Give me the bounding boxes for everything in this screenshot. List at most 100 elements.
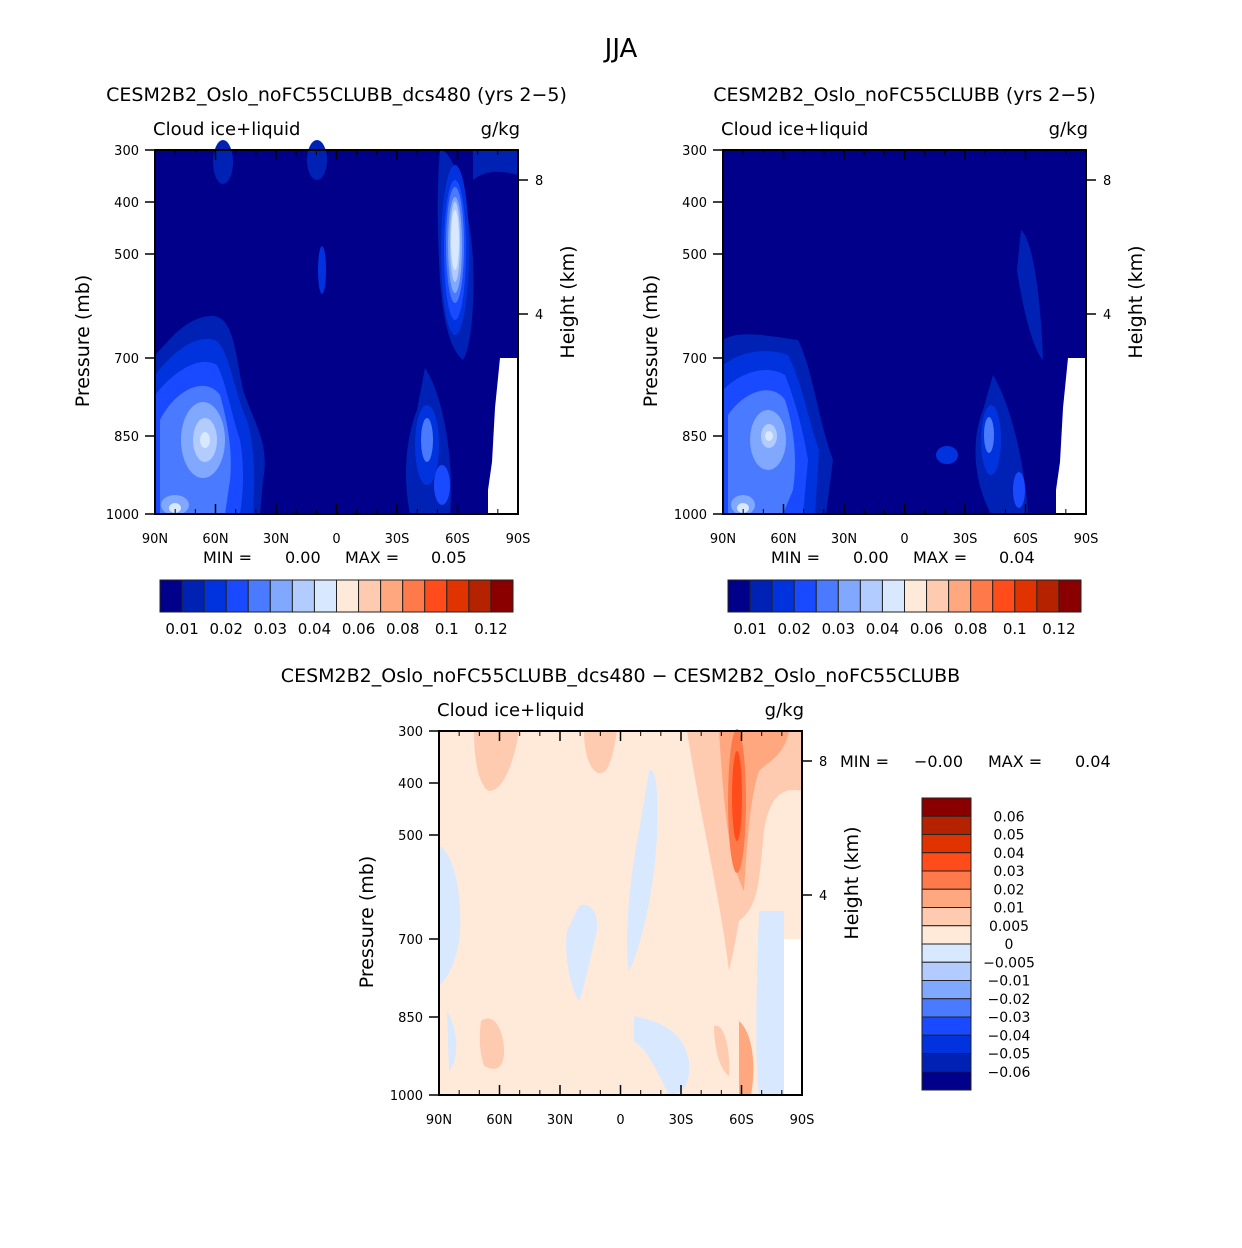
x-tick-label: 60N: [770, 532, 796, 547]
y-axis-label: Pressure (mb): [72, 275, 94, 408]
y-tick-label: 400: [682, 196, 707, 211]
colorbar-box: [992, 579, 1016, 613]
colorbar-label: 0.04: [866, 620, 899, 638]
colorbar-label: 0: [1005, 937, 1014, 953]
panel-control: CESM2B2_Oslo_noFC55CLUBB (yrs 2−5) Cloud …: [640, 84, 1147, 638]
colorbar-box: [970, 579, 994, 613]
colorbar-label: −0.06: [988, 1065, 1031, 1081]
colorbar-label: 0.01: [733, 620, 766, 638]
contour-fill: [155, 140, 518, 515]
colorbar-box: [313, 579, 337, 613]
colorbar-label: 0.03: [822, 620, 855, 638]
y-tick-label: 300: [398, 725, 423, 740]
colorbar-box: [247, 579, 271, 613]
x-tick-label: 60N: [486, 1113, 512, 1128]
panel-title: CESM2B2_Oslo_noFC55CLUBB_dcs480 − CESM2B…: [281, 665, 960, 687]
colorbar-label: 0.005: [989, 919, 1029, 935]
x-tick-label: 30N: [831, 532, 857, 547]
colorbar-label: 0.01: [165, 620, 198, 638]
colorbar-box: [921, 1071, 972, 1091]
colorbar-label: 0.06: [910, 620, 943, 638]
colorbar-label: 0.04: [298, 620, 331, 638]
y-axis-label: Pressure (mb): [356, 856, 378, 989]
colorbar-box: [921, 1016, 972, 1036]
y-tick-label: 300: [682, 144, 707, 159]
x-tick-label: 30S: [385, 532, 410, 547]
colorbar-label: 0.04: [993, 846, 1024, 862]
colorbar-label: 0.12: [1042, 620, 1075, 638]
y-tick-label: 1000: [674, 508, 707, 523]
colorbar-label: 0.1: [435, 620, 459, 638]
x-tick-label: 60S: [1013, 532, 1038, 547]
units-label: g/kg: [481, 119, 520, 140]
max-label: MAX =: [988, 752, 1042, 771]
colorbar-label: −0.04: [988, 1028, 1031, 1044]
colorbar-box: [881, 579, 905, 613]
y-tick-label: 1000: [390, 1089, 423, 1104]
y-axis-right-label: Height (km): [557, 245, 579, 358]
colorbar-label: 0.05: [993, 828, 1024, 844]
x-tick-label: 90N: [710, 532, 736, 547]
colorbar-label: −0.02: [988, 992, 1031, 1008]
x-tick-label: 0: [332, 532, 340, 547]
x-tick-label: 90N: [426, 1113, 452, 1128]
x-tick-label: 60N: [202, 532, 228, 547]
colorbar-box: [921, 870, 972, 890]
colorbar-box: [921, 815, 972, 835]
colorbar-box: [181, 579, 205, 613]
min-value: −0.00: [914, 752, 963, 771]
min-label: MIN =: [771, 548, 820, 567]
colorbar-box: [727, 579, 751, 613]
colorbar-box: [336, 579, 360, 613]
colorbar-box: [269, 579, 293, 613]
colorbar-label: −0.005: [983, 955, 1035, 971]
colorbar-box: [793, 579, 817, 613]
colorbar-label: 0.03: [993, 864, 1024, 880]
y-tick-label: 700: [682, 352, 707, 367]
min-value: 0.00: [285, 548, 321, 567]
x-tick-label: 0: [616, 1113, 624, 1128]
colorbar-label: 0.06: [342, 620, 375, 638]
x-tick-label: 0: [900, 532, 908, 547]
colorbar-box: [446, 579, 470, 613]
colorbar-box: [1058, 579, 1082, 613]
panel-title: CESM2B2_Oslo_noFC55CLUBB (yrs 2−5): [713, 84, 1096, 106]
x-tick-label: 30N: [263, 532, 289, 547]
x-tick-label: 90N: [142, 532, 168, 547]
colorbar-box: [490, 579, 514, 613]
colorbar-box: [921, 852, 972, 872]
y-tick-label: 700: [114, 352, 139, 367]
colorbar-box: [424, 579, 448, 613]
y-axis-label: Pressure (mb): [640, 275, 662, 408]
colorbar-box: [1036, 579, 1060, 613]
max-value: 0.04: [1075, 752, 1111, 771]
colorbar-box: [921, 961, 972, 981]
colorbar-label: 0.1: [1003, 620, 1027, 638]
panel-title: CESM2B2_Oslo_noFC55CLUBB_dcs480 (yrs 2−5…: [106, 84, 567, 106]
min-label: MIN =: [840, 752, 889, 771]
main-title: JJA: [603, 34, 638, 64]
variable-label: Cloud ice+liquid: [153, 119, 300, 140]
colorbar-box: [926, 579, 950, 613]
contour-fill: [723, 150, 1086, 515]
max-value: 0.04: [999, 548, 1035, 567]
colorbar-box: [380, 579, 404, 613]
colorbar-box: [921, 888, 972, 908]
colorbar-box: [203, 579, 227, 613]
max-value: 0.05: [431, 548, 467, 567]
x-tick-label: 30N: [547, 1113, 573, 1128]
colorbar-box: [837, 579, 861, 613]
colorbar-label: −0.01: [988, 974, 1031, 990]
colorbar-box: [921, 980, 972, 1000]
y-tick-label: 300: [114, 144, 139, 159]
colorbar-box: [921, 1053, 972, 1073]
variable-label: Cloud ice+liquid: [721, 119, 868, 140]
y-tick-label: 1000: [106, 508, 139, 523]
min-label: MIN =: [203, 548, 252, 567]
y-tick-label: 850: [114, 430, 139, 445]
colorbar-box: [921, 998, 972, 1018]
colorbar-label: 0.03: [254, 620, 287, 638]
colorbar-box: [921, 925, 972, 945]
y-tick-label: 500: [398, 829, 423, 844]
